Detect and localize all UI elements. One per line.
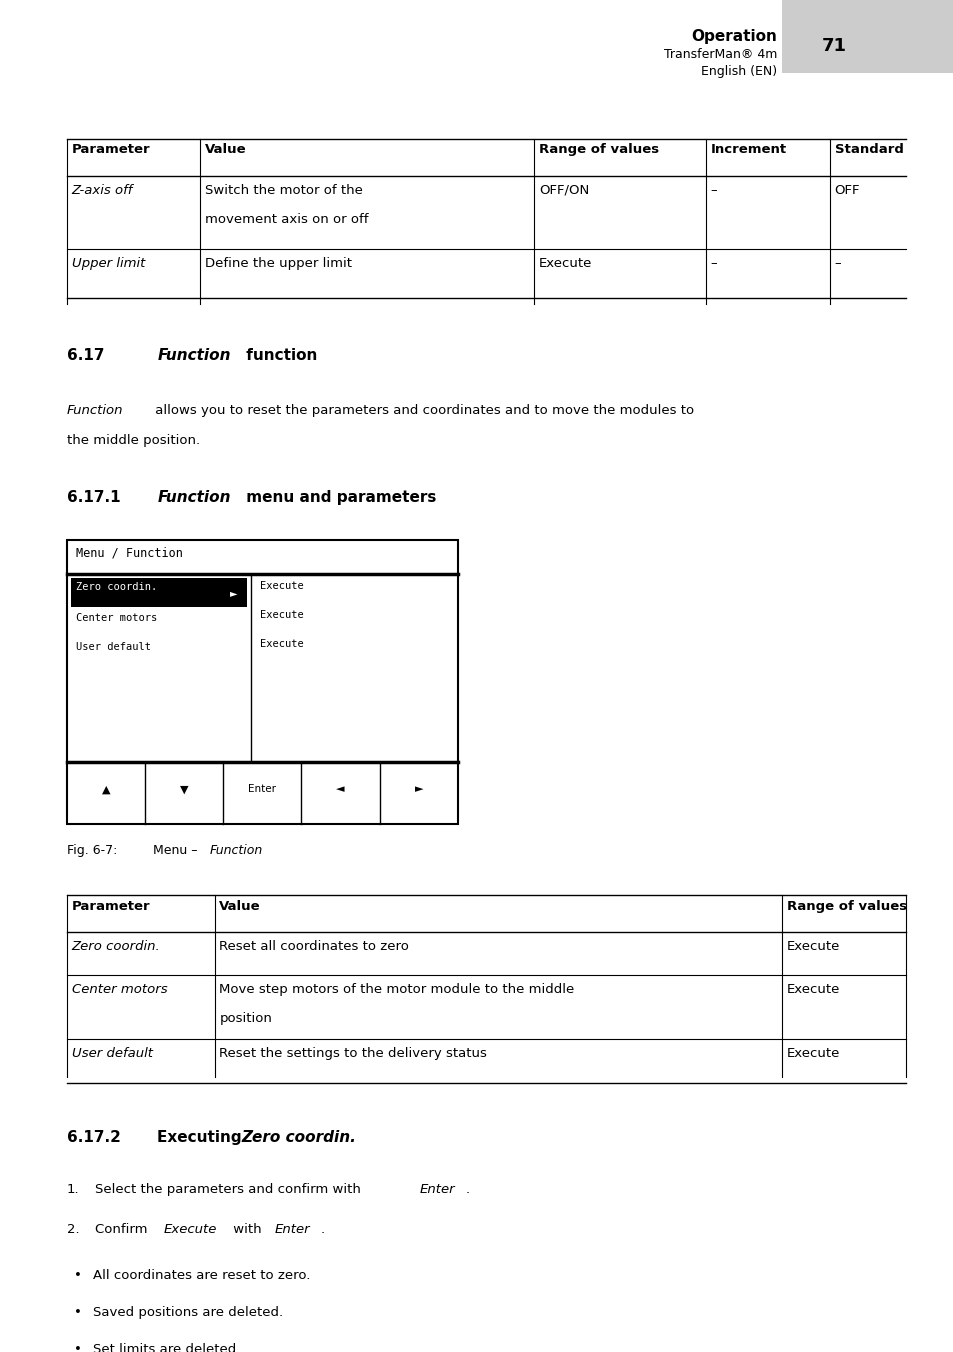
Text: Function: Function — [157, 347, 231, 364]
Text: .: . — [320, 1222, 324, 1236]
Text: Enter: Enter — [419, 1183, 455, 1197]
Text: OFF/ON: OFF/ON — [538, 184, 589, 197]
Text: Z-axis off: Z-axis off — [71, 184, 132, 197]
Text: Increment: Increment — [710, 143, 786, 155]
Text: Execute: Execute — [260, 639, 304, 649]
Bar — [71, 579, 247, 607]
Text: •: • — [74, 1270, 82, 1282]
Text: TransferMan® 4m: TransferMan® 4m — [663, 47, 777, 61]
Text: Standard: Standard — [834, 143, 902, 155]
Text: Menu –: Menu – — [152, 844, 201, 857]
Text: Enter: Enter — [248, 784, 276, 795]
Text: All coordinates are reset to zero.: All coordinates are reset to zero. — [93, 1270, 311, 1282]
Text: Zero coordin.: Zero coordin. — [71, 940, 160, 953]
Text: the middle position.: the middle position. — [67, 434, 200, 448]
Text: Zero coordin.: Zero coordin. — [241, 1130, 355, 1145]
Text: Reset the settings to the delivery status: Reset the settings to the delivery statu… — [219, 1046, 487, 1060]
Text: position: position — [219, 1013, 272, 1025]
Text: Execute: Execute — [786, 983, 840, 996]
Text: Select the parameters and confirm with: Select the parameters and confirm with — [95, 1183, 365, 1197]
Text: Center motors: Center motors — [71, 983, 167, 996]
Bar — [67, 539, 457, 825]
Text: Upper limit: Upper limit — [71, 257, 145, 270]
Text: Value: Value — [205, 143, 247, 155]
Text: •: • — [74, 1344, 82, 1352]
Text: Execute: Execute — [538, 257, 592, 270]
Text: –: – — [710, 184, 717, 197]
Text: with: with — [229, 1222, 266, 1236]
Text: ►: ► — [415, 784, 422, 795]
Text: Zero coordin.: Zero coordin. — [76, 583, 157, 592]
Text: ◄: ◄ — [336, 784, 344, 795]
Text: Function: Function — [67, 404, 123, 416]
Text: Center motors: Center motors — [76, 612, 157, 623]
Text: Range of values: Range of values — [786, 900, 906, 913]
Text: Value: Value — [219, 900, 261, 913]
Text: Enter: Enter — [274, 1222, 310, 1236]
Text: –: – — [710, 257, 717, 270]
Text: OFF: OFF — [834, 184, 860, 197]
Text: allows you to reset the parameters and coordinates and to move the modules to: allows you to reset the parameters and c… — [151, 404, 693, 416]
Text: •: • — [74, 1306, 82, 1320]
Text: English (EN): English (EN) — [700, 65, 777, 78]
Text: Saved positions are deleted.: Saved positions are deleted. — [93, 1306, 283, 1320]
Text: Parameter: Parameter — [71, 143, 150, 155]
Text: Menu / Function: Menu / Function — [76, 546, 183, 560]
Text: Range of values: Range of values — [538, 143, 659, 155]
Text: 6.17.2: 6.17.2 — [67, 1130, 120, 1145]
Text: 1.: 1. — [67, 1183, 79, 1197]
Text: 2.: 2. — [67, 1222, 79, 1236]
Text: Fig. 6-7:: Fig. 6-7: — [67, 844, 117, 857]
Text: Execute: Execute — [786, 1046, 840, 1060]
Text: Executing: Executing — [157, 1130, 247, 1145]
Text: .: . — [465, 1183, 469, 1197]
Text: Execute: Execute — [260, 581, 304, 591]
Text: Execute: Execute — [260, 610, 304, 621]
Text: ▼: ▼ — [180, 784, 188, 795]
Text: Confirm: Confirm — [95, 1222, 152, 1236]
Text: Execute: Execute — [786, 940, 840, 953]
Text: Define the upper limit: Define the upper limit — [205, 257, 352, 270]
Text: Operation: Operation — [691, 30, 777, 45]
Text: menu and parameters: menu and parameters — [241, 489, 436, 504]
Text: ▲: ▲ — [102, 784, 110, 795]
Text: ►: ► — [230, 588, 237, 598]
Text: User default: User default — [76, 642, 152, 652]
Text: Function: Function — [210, 844, 263, 857]
Bar — [781, 0, 953, 73]
Text: 6.17.1: 6.17.1 — [67, 489, 120, 504]
Text: Set limits are deleted.: Set limits are deleted. — [93, 1344, 240, 1352]
Text: function: function — [241, 347, 317, 364]
Text: Move step motors of the motor module to the middle: Move step motors of the motor module to … — [219, 983, 574, 996]
Text: –: – — [834, 257, 841, 270]
Text: Function: Function — [157, 489, 231, 504]
Text: User default: User default — [71, 1046, 152, 1060]
Text: Reset all coordinates to zero: Reset all coordinates to zero — [219, 940, 409, 953]
Text: Switch the motor of the: Switch the motor of the — [205, 184, 362, 197]
Text: 6.17: 6.17 — [67, 347, 104, 364]
Text: Parameter: Parameter — [71, 900, 150, 913]
Text: 71: 71 — [821, 37, 846, 55]
Text: movement axis on or off: movement axis on or off — [205, 214, 368, 226]
Text: Execute: Execute — [164, 1222, 217, 1236]
